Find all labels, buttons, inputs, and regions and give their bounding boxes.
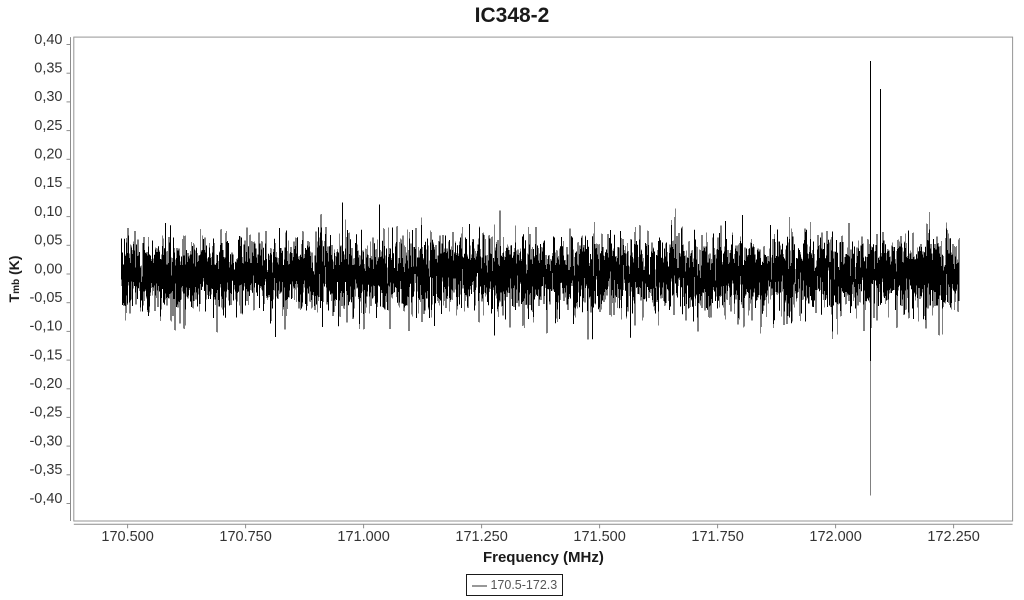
svg-text:-0,10: -0,10 xyxy=(29,319,62,335)
svg-text:-0,05: -0,05 xyxy=(29,290,62,306)
svg-text:0,20: 0,20 xyxy=(34,147,62,163)
svg-text:171.500: 171.500 xyxy=(573,529,625,545)
svg-text:0,40: 0,40 xyxy=(34,32,62,48)
svg-text:0,05: 0,05 xyxy=(34,233,62,249)
svg-text:0,00: 0,00 xyxy=(34,261,62,277)
svg-text:-0,35: -0,35 xyxy=(29,462,62,478)
svg-text:0,30: 0,30 xyxy=(34,89,62,105)
svg-text:-0,20: -0,20 xyxy=(29,376,62,392)
svg-text:0,25: 0,25 xyxy=(34,118,62,134)
svg-text:-0,40: -0,40 xyxy=(29,491,62,507)
svg-text:0,15: 0,15 xyxy=(34,175,62,191)
svg-text:0,35: 0,35 xyxy=(34,61,62,77)
svg-text:172.250: 172.250 xyxy=(927,529,979,545)
svg-text:171.750: 171.750 xyxy=(691,529,743,545)
svg-text:171.250: 171.250 xyxy=(455,529,507,545)
svg-text:-0,25: -0,25 xyxy=(29,405,62,421)
svg-text:172.000: 172.000 xyxy=(809,529,861,545)
svg-text:171.000: 171.000 xyxy=(337,529,389,545)
svg-text:-0,30: -0,30 xyxy=(29,433,62,449)
svg-text:0,10: 0,10 xyxy=(34,204,62,220)
svg-text:170.750: 170.750 xyxy=(219,529,271,545)
svg-text:170.500: 170.500 xyxy=(101,529,153,545)
svg-text:-0,15: -0,15 xyxy=(29,347,62,363)
